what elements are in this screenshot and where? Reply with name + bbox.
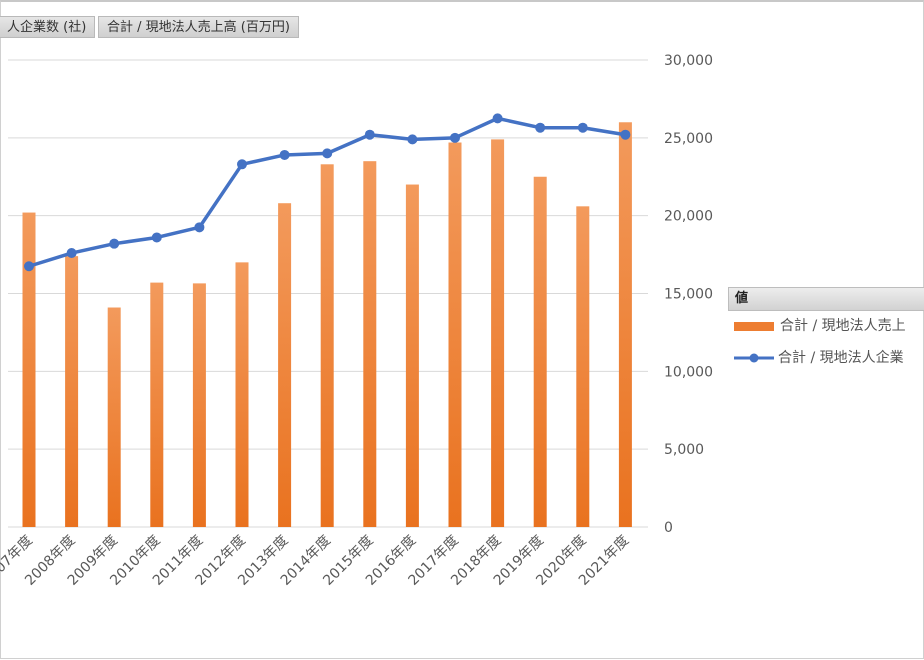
legend-item-line[interactable]: 合計 / 現地法人企業 bbox=[734, 348, 904, 368]
line-point[interactable] bbox=[364, 129, 375, 140]
bar-series bbox=[22, 122, 632, 528]
bar[interactable] bbox=[107, 307, 121, 527]
legend-line-label: 合計 / 現地法人企業 bbox=[778, 350, 904, 366]
y-tick-label: 25,000 bbox=[664, 131, 713, 147]
y-tick-label: 20,000 bbox=[664, 209, 713, 225]
x-axis: 2007年度2008年度2009年度2010年度2011年度2012年度2013… bbox=[0, 533, 632, 589]
line-point[interactable] bbox=[237, 159, 247, 170]
bar[interactable] bbox=[405, 184, 419, 528]
bar[interactable] bbox=[533, 176, 547, 527]
y-axis-right: 0 5,000 10,000 15,000 20,000 25,000 30,000 bbox=[664, 53, 713, 536]
field-button-sales-total[interactable]: 合計 / 現地法人売上高 (百万円) bbox=[98, 16, 299, 38]
line-point[interactable] bbox=[535, 122, 546, 133]
y-tick-label: 5,000 bbox=[664, 442, 704, 458]
legend-item-bar[interactable]: 合計 / 現地法人売上 bbox=[734, 316, 906, 336]
line-point[interactable] bbox=[194, 222, 205, 233]
line-point[interactable] bbox=[450, 132, 460, 143]
line-point[interactable] bbox=[407, 134, 418, 145]
y-tick-label: 15,000 bbox=[664, 287, 713, 303]
bar[interactable] bbox=[448, 142, 462, 527]
legend-bar-swatch bbox=[734, 321, 774, 331]
bar[interactable] bbox=[22, 212, 36, 527]
bar[interactable] bbox=[320, 164, 334, 527]
bar[interactable] bbox=[150, 282, 164, 527]
line-point[interactable] bbox=[66, 248, 77, 259]
legend-bar-label: 合計 / 現地法人売上 bbox=[780, 318, 906, 334]
bar[interactable] bbox=[363, 161, 377, 527]
line-series bbox=[24, 113, 631, 272]
line-point[interactable] bbox=[620, 129, 631, 140]
y-tick-label: 0 bbox=[664, 520, 673, 536]
bar[interactable] bbox=[576, 206, 590, 527]
line-point[interactable] bbox=[109, 238, 120, 249]
legend-line-swatch bbox=[734, 353, 774, 363]
field-button-company-count[interactable]: 人企業数 (社) bbox=[0, 16, 96, 38]
y-tick-label: 30,000 bbox=[664, 53, 713, 69]
bar[interactable] bbox=[491, 139, 505, 527]
line-point[interactable] bbox=[322, 148, 333, 159]
bar[interactable] bbox=[65, 256, 79, 527]
y-tick-label: 10,000 bbox=[664, 364, 713, 380]
legend-header[interactable]: 値 bbox=[728, 287, 924, 311]
bar[interactable] bbox=[192, 283, 206, 527]
line-point[interactable] bbox=[151, 232, 162, 243]
line-point[interactable] bbox=[279, 149, 290, 160]
line-point[interactable] bbox=[24, 261, 34, 272]
bar[interactable] bbox=[235, 262, 249, 527]
line-point[interactable] bbox=[492, 113, 503, 124]
bar[interactable] bbox=[618, 122, 632, 528]
line-point[interactable] bbox=[577, 122, 588, 133]
bar[interactable] bbox=[278, 203, 292, 528]
